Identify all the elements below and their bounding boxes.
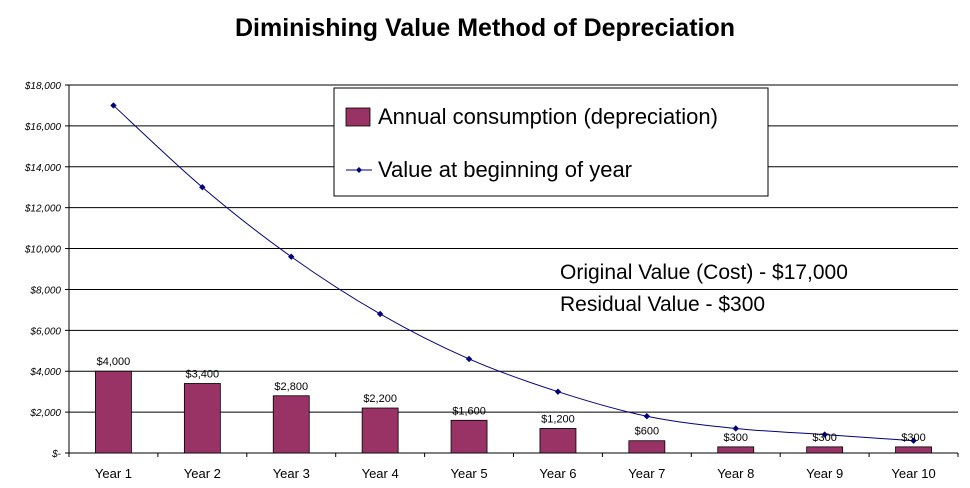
annotation-original-value: Original Value (Cost) - $17,000 xyxy=(560,261,848,284)
value-line xyxy=(113,105,914,442)
bar xyxy=(806,446,844,454)
value-marker xyxy=(643,413,651,420)
annotation-residual-value: Residual Value - $300 xyxy=(560,293,765,316)
legend-line-marker xyxy=(356,167,362,173)
bar-data-label: $300 xyxy=(724,432,748,444)
value-marker xyxy=(110,102,117,109)
value-marker xyxy=(821,431,828,438)
y-tick-label: $12,000 xyxy=(24,204,62,215)
x-tick-label: Year 8 xyxy=(717,466,754,481)
legend: Annual consumption (depreciation) Value … xyxy=(333,87,769,197)
x-tick-label: Year 9 xyxy=(806,466,843,481)
bar xyxy=(361,407,399,454)
bar-data-label: $1,200 xyxy=(541,413,575,425)
bar-series xyxy=(95,370,932,454)
bar-data-label: $2,200 xyxy=(363,393,397,405)
x-tick-label: Year 2 xyxy=(184,466,221,481)
value-marker xyxy=(465,355,473,363)
y-tick-label: $14,000 xyxy=(24,163,62,174)
y-tick-label: $8,000 xyxy=(29,285,61,296)
y-tick-label: $4,000 xyxy=(29,367,61,378)
bar-data-label: $1,600 xyxy=(452,405,486,417)
line-series xyxy=(110,102,917,444)
bar-data-label: $4,000 xyxy=(97,356,131,368)
x-tick-label: Year 1 xyxy=(95,466,132,481)
x-tick-label: Year 7 xyxy=(628,466,665,481)
bar xyxy=(628,440,666,454)
data-labels: $4,000 $3,400 $2,800 $2,200 $1,600 $1,200 $600… xyxy=(97,356,926,444)
bar xyxy=(95,370,132,454)
y-tick-label: $- xyxy=(51,449,62,460)
x-tick-label: Year 4 xyxy=(362,466,399,481)
y-tick-label: $16,000 xyxy=(24,122,62,133)
value-marker xyxy=(554,388,562,395)
value-marker xyxy=(910,437,917,444)
bar-data-label: $3,400 xyxy=(186,368,220,380)
x-tick-label: Year 10 xyxy=(891,466,935,481)
bar xyxy=(717,446,755,454)
x-tick-label: Year 3 xyxy=(273,466,310,481)
y-tick-label: $10,000 xyxy=(24,245,62,256)
chart-title: Diminishing Value Method of Depreciation xyxy=(234,14,736,42)
bar-data-label: $300 xyxy=(901,432,925,444)
x-tick-label: Year 6 xyxy=(539,466,576,481)
bar xyxy=(450,419,488,454)
x-tick-label: Year 5 xyxy=(450,466,487,481)
value-marker xyxy=(199,184,206,191)
bar xyxy=(895,446,932,454)
bar xyxy=(272,395,310,454)
y-tick-label: $2,000 xyxy=(29,408,61,419)
bar-data-label: $600 xyxy=(635,426,659,438)
legend-line-label: Value at beginning of year xyxy=(378,157,632,182)
bar xyxy=(539,428,577,454)
bar-data-label: $2,800 xyxy=(274,381,308,393)
value-marker xyxy=(288,253,295,260)
bar xyxy=(183,383,221,454)
legend-bar-label: Annual consumption (depreciation) xyxy=(378,104,718,129)
bar-data-label: $300 xyxy=(812,432,836,444)
legend-box xyxy=(333,87,769,197)
y-tick-label: $18,000 xyxy=(24,81,62,92)
value-marker xyxy=(732,425,739,432)
value-marker xyxy=(376,310,384,318)
y-tick-label: $6,000 xyxy=(29,326,61,337)
legend-bar-swatch xyxy=(345,107,371,127)
